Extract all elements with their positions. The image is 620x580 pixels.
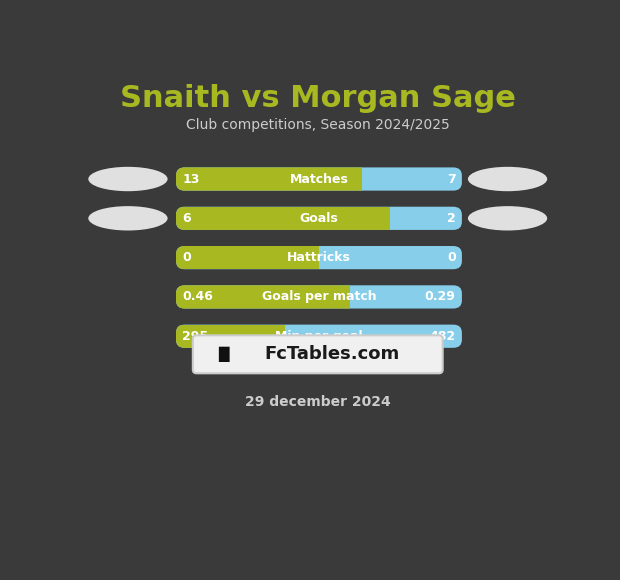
Text: Snaith vs Morgan Sage: Snaith vs Morgan Sage [120, 84, 516, 113]
FancyBboxPatch shape [176, 285, 462, 309]
FancyBboxPatch shape [176, 206, 462, 230]
Bar [176, 246, 319, 269]
FancyBboxPatch shape [176, 325, 462, 348]
Text: 0.46: 0.46 [182, 291, 213, 303]
Text: Matches: Matches [290, 172, 348, 186]
Ellipse shape [468, 206, 547, 230]
FancyBboxPatch shape [176, 168, 462, 191]
Text: 295: 295 [182, 329, 208, 343]
Text: 7: 7 [447, 172, 456, 186]
Text: 482: 482 [430, 329, 456, 343]
FancyBboxPatch shape [176, 246, 462, 269]
Ellipse shape [468, 167, 547, 191]
Text: 6: 6 [182, 212, 191, 225]
Bar [176, 285, 350, 309]
Text: Club competitions, Season 2024/2025: Club competitions, Season 2024/2025 [186, 118, 450, 132]
Text: Hattricks: Hattricks [287, 251, 351, 264]
Text: 13: 13 [182, 172, 200, 186]
Text: 0: 0 [182, 251, 191, 264]
FancyBboxPatch shape [193, 335, 443, 374]
Bar [176, 325, 285, 348]
Bar [176, 206, 391, 230]
Text: ▐▌: ▐▌ [212, 347, 236, 362]
FancyBboxPatch shape [176, 168, 462, 191]
Text: 0: 0 [447, 251, 456, 264]
Text: 2: 2 [447, 212, 456, 225]
Text: FcTables.com: FcTables.com [265, 345, 400, 363]
Text: 0.29: 0.29 [425, 291, 456, 303]
Text: Min per goal: Min per goal [275, 329, 363, 343]
Text: Goals per match: Goals per match [262, 291, 376, 303]
FancyBboxPatch shape [176, 206, 462, 230]
Text: 29 december 2024: 29 december 2024 [245, 396, 391, 409]
Ellipse shape [88, 167, 167, 191]
FancyBboxPatch shape [176, 325, 462, 348]
FancyBboxPatch shape [176, 246, 462, 269]
FancyBboxPatch shape [176, 285, 462, 309]
Ellipse shape [88, 206, 167, 230]
Text: Goals: Goals [299, 212, 339, 225]
Bar [176, 168, 362, 191]
